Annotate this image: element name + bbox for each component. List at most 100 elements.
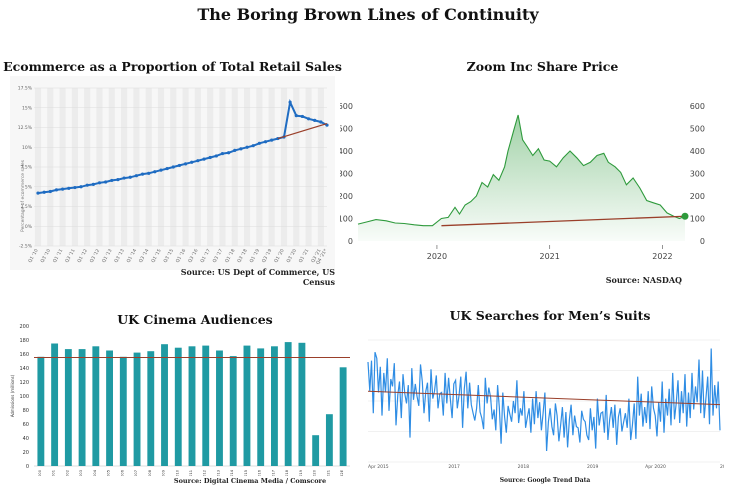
- zoom-source: Source: NASDAQ: [605, 275, 682, 285]
- cinema-x-tick-label: 2013: [216, 470, 220, 476]
- ecommerce-y-tick-label: 5%: [25, 184, 33, 190]
- cinema-x-tick-label: 2020: [313, 469, 317, 476]
- ecommerce-y-tick-label: 15%: [22, 105, 33, 111]
- cinema-x-tick-label: 2006: [120, 469, 124, 476]
- zoom-area-fill: [358, 115, 685, 241]
- cinema-x-tick-label: 2004: [93, 469, 97, 476]
- cinema-bar: [161, 344, 168, 466]
- ecommerce-data-point: [183, 162, 188, 166]
- zoom-series-line: [357, 114, 686, 227]
- ecommerce-data-point: [153, 170, 157, 174]
- zoom-y-tick-label-left: 200: [340, 192, 353, 201]
- cinema-x-tick-label: 2014: [230, 469, 234, 476]
- ecommerce-data-point: [128, 175, 132, 179]
- ecommerce-data-point: [306, 117, 311, 121]
- zoom-last-point: [681, 212, 689, 220]
- zoom-x-tick-label: 2022: [652, 252, 672, 261]
- zoom-y-tick-label-right: 400: [690, 147, 705, 156]
- cinema-bar: [243, 345, 251, 466]
- cinema-bar: [106, 350, 113, 466]
- ecommerce-data-point: [319, 120, 323, 124]
- zoom-y-tick-label-right: 500: [690, 125, 705, 134]
- cinema-bar: [257, 348, 265, 466]
- cinema-bar: [325, 414, 333, 466]
- ecommerce-y-tick-label: 17.5%: [18, 86, 33, 92]
- ecommerce-data-point: [196, 159, 200, 163]
- cinema-bar: [174, 347, 182, 466]
- ecommerce-data-point: [257, 141, 261, 145]
- cinema-x-tick-label: 2015: [244, 470, 248, 476]
- cinema-x-tick-label: 2007: [134, 470, 138, 476]
- ecommerce-data-point: [270, 138, 274, 142]
- cinema-y-tick-label: 40: [23, 436, 29, 442]
- ecommerce-data-point: [140, 172, 145, 176]
- cinema-x-tick-label: 2011: [189, 470, 193, 476]
- cinema-bar: [37, 356, 45, 466]
- zoom-trend-line: [441, 215, 686, 227]
- ecommerce-data-point: [294, 114, 298, 118]
- ecommerce-source: Source: US Dept of Commerce, US Census: [180, 267, 335, 287]
- cinema-x-tick-label: 2002: [65, 470, 69, 476]
- cinema-y-tick-label: 120: [19, 380, 29, 386]
- cinema-y-tick-label: 60: [23, 422, 29, 428]
- ecommerce-data-point: [313, 118, 317, 122]
- ecommerce-y-tick-label: 7.5%: [21, 165, 33, 171]
- cinema-x-tick-label: 2021: [326, 470, 330, 476]
- ecommerce-data-point: [54, 188, 59, 192]
- cinema-x-tick-label: 2017: [271, 470, 275, 476]
- ecommerce-y-tick-label: 12.5%: [18, 125, 33, 131]
- cinema-bar: [271, 346, 278, 466]
- cinema-y-tick-label: 80: [23, 408, 29, 414]
- ecommerce-data-point: [171, 165, 175, 169]
- cinema-x-tick-label: 2016: [258, 469, 262, 476]
- suits-x-tick-label: 2019: [587, 464, 599, 470]
- ecommerce-y-tick-label: 2.5%: [21, 204, 33, 210]
- suits-series-line: [367, 348, 721, 452]
- zoom-y-tick-label-left: 300: [340, 170, 353, 179]
- ecommerce-data-point: [165, 166, 169, 171]
- zoom-y-tick-label-right: 600: [690, 102, 705, 111]
- cinema-bar: [298, 342, 306, 466]
- ecommerce-data-point: [300, 114, 305, 119]
- zoom-title: Zoom Inc Share Price: [466, 59, 619, 74]
- cinema-y-tick-label: 0: [26, 464, 29, 470]
- cinema-y-tick-label: 160: [19, 352, 29, 358]
- cinema-bar: [133, 352, 141, 466]
- ecommerce-chart: -2.5%0%2.5%5%7.5%10%12.5%15%17.5% Q1 '10…: [10, 76, 335, 270]
- ecommerce-data-point: [91, 182, 95, 186]
- zoom-y-tick-label-right: 300: [690, 170, 705, 179]
- cinema-x-tick-label: 2001: [52, 470, 56, 476]
- suits-chart: Apr 2015 2017 2018 2019 Apr 2020 2021: [367, 339, 724, 470]
- zoom-y-tick-label-left: 0: [348, 237, 353, 246]
- cinema-title: UK Cinema Audiences: [117, 312, 273, 327]
- cinema-x-tick-label: 2010: [175, 469, 179, 476]
- cinema-bar: [229, 356, 237, 466]
- ecommerce-data-point: [134, 174, 138, 178]
- suits-x-tick-label: Apr 2020: [645, 464, 666, 470]
- ecommerce-data-point: [239, 147, 243, 151]
- cinema-y-tick-label: 180: [19, 338, 29, 344]
- cinema-bar: [78, 349, 86, 466]
- ecommerce-data-point: [116, 178, 120, 182]
- cinema-bar: [147, 351, 155, 466]
- cinema-y-tick-label: 200: [19, 324, 29, 330]
- cinema-y-tick-label: 100: [19, 394, 29, 400]
- zoom-y-tick-label-left: 500: [340, 125, 353, 134]
- cinema-y-axis-label: Admissions (millions): [10, 374, 15, 417]
- ecommerce-data-point: [147, 171, 151, 175]
- suits-trend-line: [367, 390, 721, 406]
- zoom-x-tick-label: 2021: [540, 252, 560, 261]
- cinema-bar: [202, 345, 210, 466]
- cinema-bar: [64, 349, 72, 466]
- cinema-x-tick-label: 2019: [299, 469, 303, 476]
- zoom-x-tick-label: 2020: [427, 252, 447, 261]
- suits-source: Source: Google Trend Data: [499, 477, 591, 484]
- cinema-bar: [284, 342, 292, 466]
- zoom-y-tick-label-right: 100: [690, 215, 705, 224]
- zoom-chart: 0 0 100 100 200 200 300 300 400 400 500 500 600 600 2…: [340, 102, 705, 261]
- suits-x-tick-label: 2021: [720, 464, 724, 470]
- suits-x-tick-label: 2017: [448, 464, 460, 470]
- ecommerce-y-tick-label: 0%: [25, 224, 33, 230]
- ecommerce-data-point: [233, 148, 237, 153]
- zoom-y-tick-label-left: 100: [340, 215, 353, 224]
